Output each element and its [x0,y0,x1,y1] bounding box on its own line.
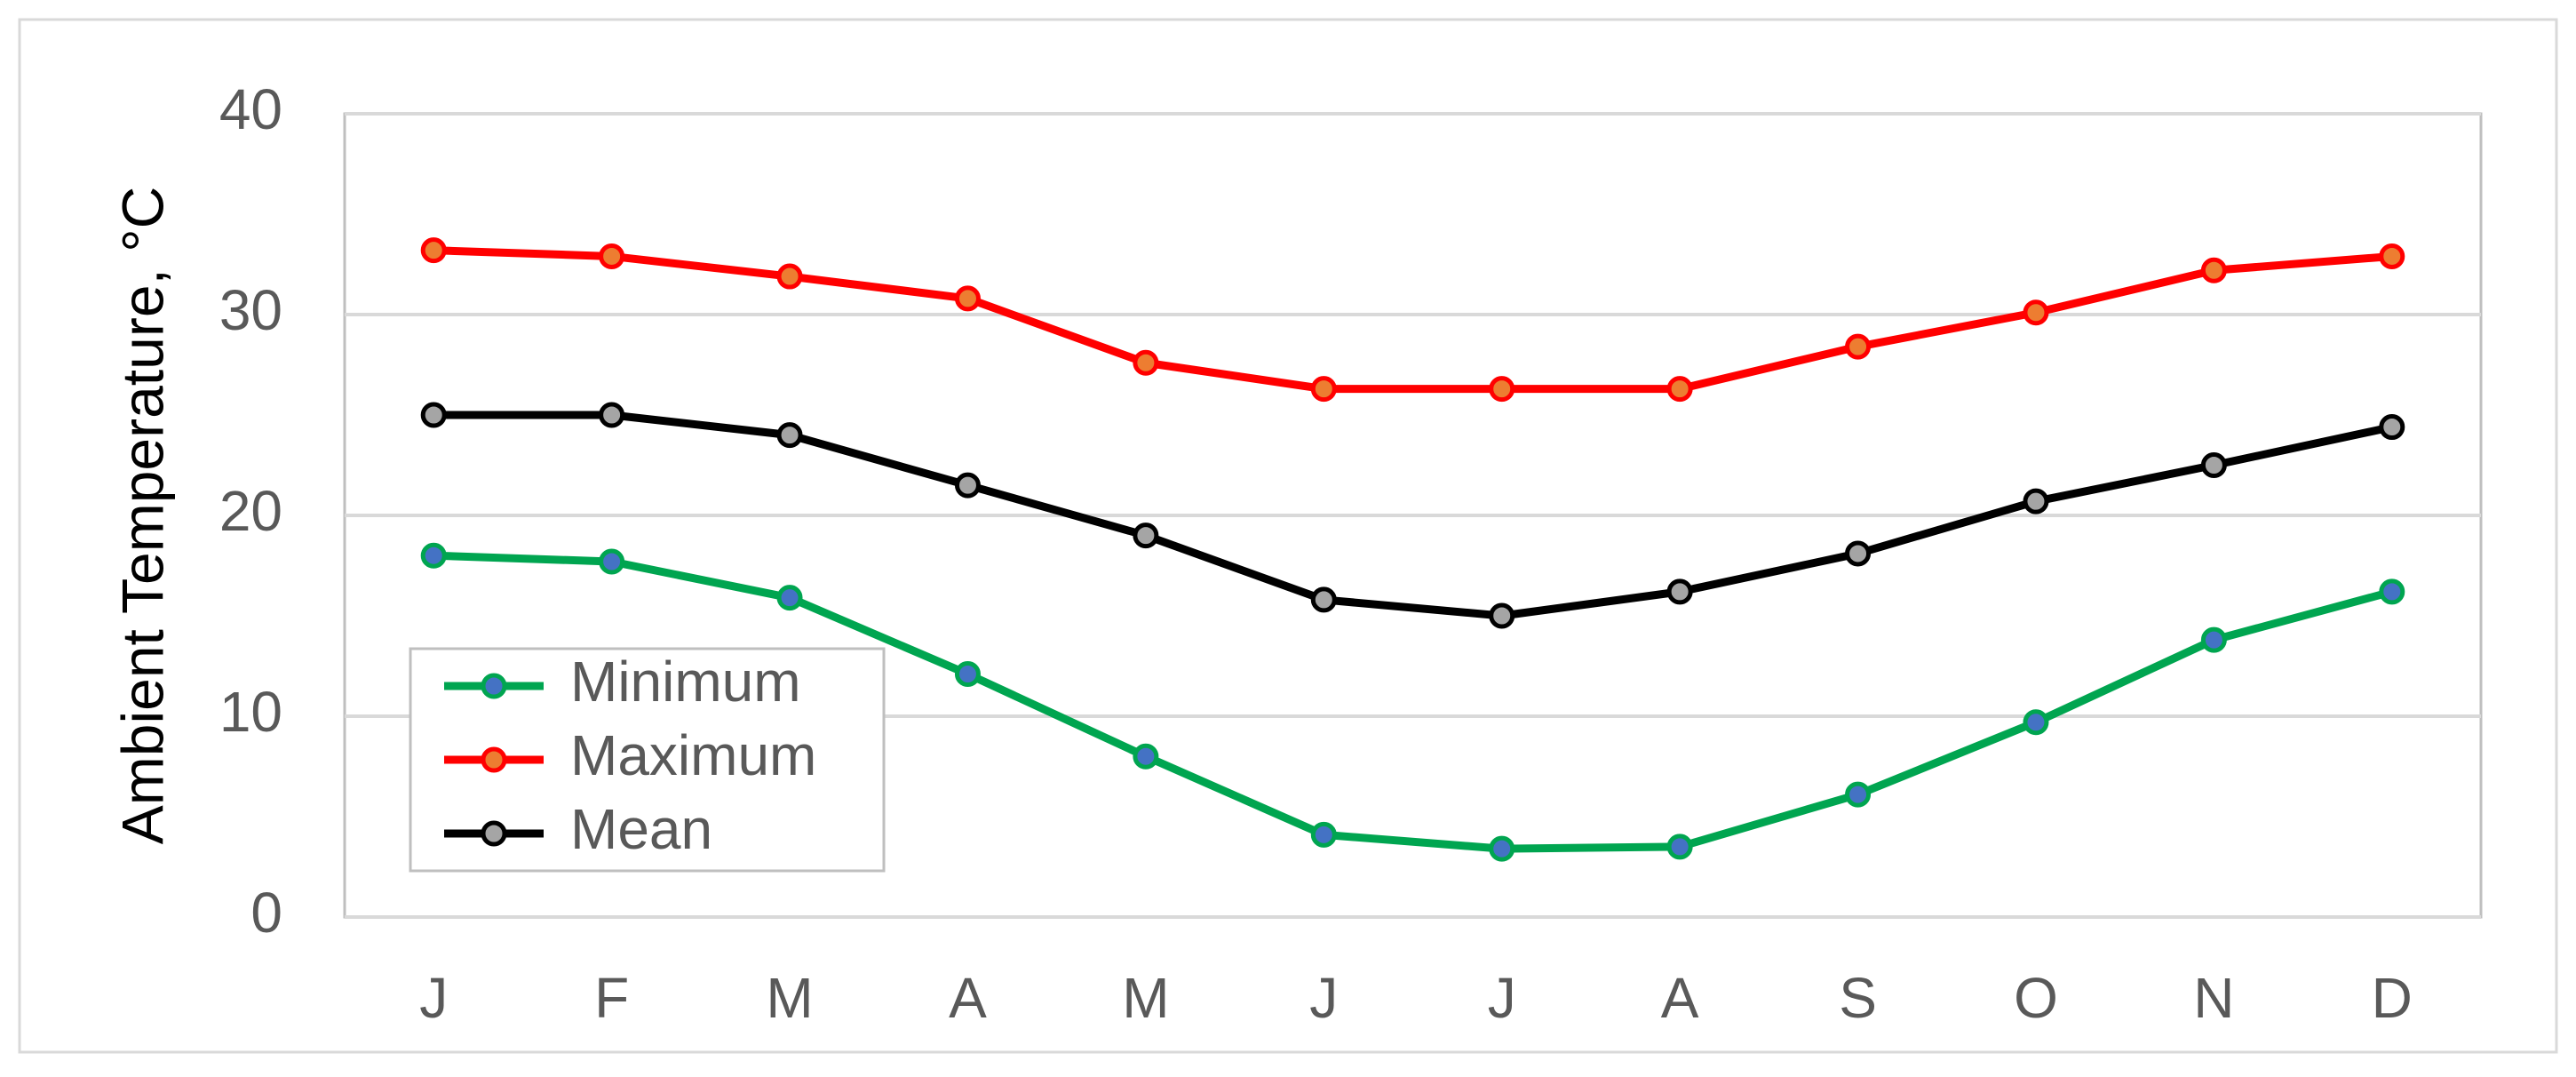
marker [954,285,981,312]
x-tick-label: M [766,966,813,1030]
series-line [433,411,2393,620]
marker [1133,349,1159,376]
x-tick-label: J [1488,966,1516,1030]
marker [2379,578,2405,605]
legend-marker [481,673,507,699]
marker [2023,488,2049,515]
marker [2200,257,2227,283]
legend-label: Mean [570,797,712,861]
legend-marker [481,820,507,847]
marker [776,585,803,611]
legend-marker [481,746,507,773]
x-tick-label: A [949,966,987,1030]
marker [1845,781,1872,808]
marker [1489,835,1515,862]
marker [1666,578,1693,605]
series-line [433,551,2393,853]
marker [2379,243,2405,269]
y-axis-label: Ambient Temperature, °C [109,187,175,845]
marker [776,263,803,290]
marker [420,237,447,264]
marker [1310,821,1337,848]
x-tick-label: N [2193,966,2234,1030]
marker [1845,540,1872,567]
marker [954,472,981,499]
marker [420,542,447,569]
x-tick-label: D [2372,966,2413,1030]
marker [1133,743,1159,770]
marker [2023,299,2049,326]
x-tick-label: M [1122,966,1169,1030]
marker [2200,452,2227,478]
x-tick-label: J [1309,966,1338,1030]
series-line [433,246,2393,394]
marker [1310,586,1337,613]
marker [2379,414,2405,441]
legend-label: Maximum [570,723,816,787]
marker [599,402,625,428]
marker [1133,523,1159,549]
x-tick-label: S [1839,966,1877,1030]
marker [2023,709,2049,736]
legend-label: Minimum [570,650,801,714]
y-tick-label: 30 [219,278,282,342]
marker [420,402,447,428]
chart-border [18,18,2558,1054]
marker [954,661,981,688]
marker [1666,834,1693,860]
marker [1489,602,1515,629]
marker [1489,376,1515,403]
y-tick-label: 10 [219,680,282,744]
marker [599,548,625,575]
marker [599,243,625,269]
marker [2200,626,2227,653]
y-tick-label: 40 [219,77,282,141]
marker [1666,376,1693,403]
marker [1310,376,1337,403]
x-tick-label: F [594,966,629,1030]
marker [776,422,803,449]
x-tick-label: O [2014,966,2058,1030]
x-tick-label: A [1661,966,1699,1030]
y-tick-label: 0 [250,881,282,945]
y-tick-label: 20 [219,479,282,543]
x-tick-label: J [419,966,448,1030]
marker [1845,333,1872,360]
